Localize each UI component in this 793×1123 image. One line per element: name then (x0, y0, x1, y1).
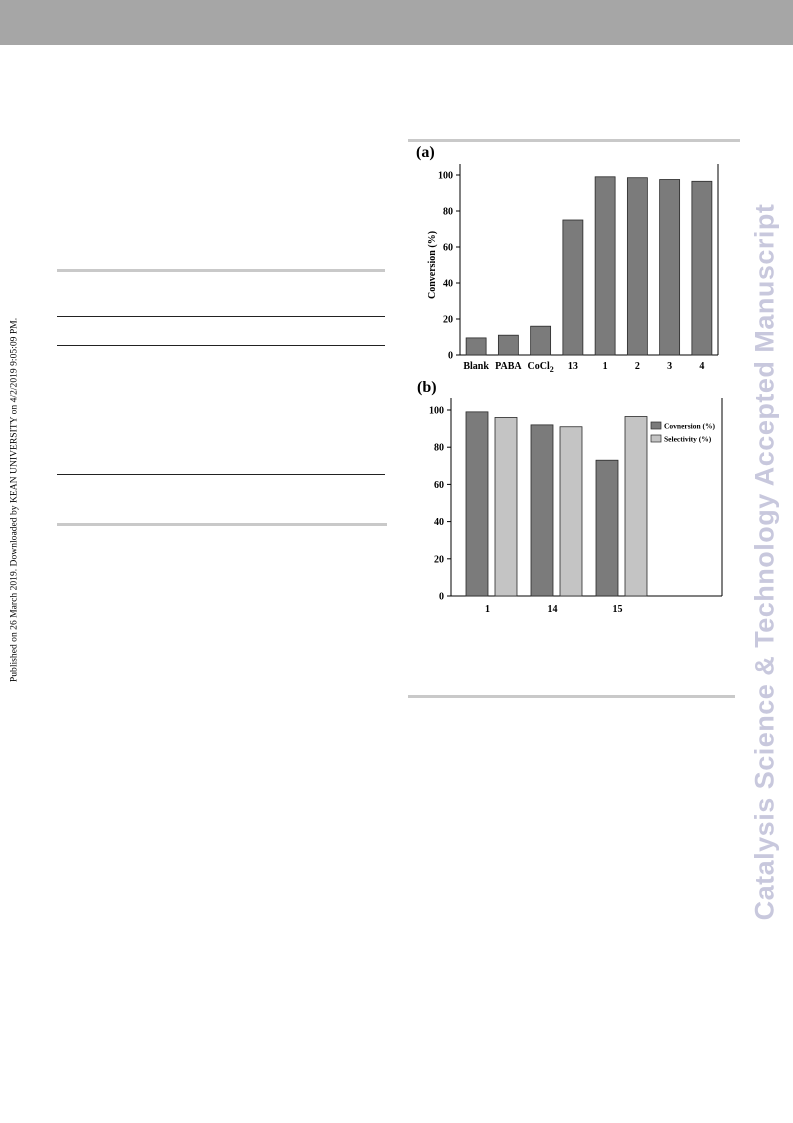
chart-a-y-tick-label-40: 40 (443, 279, 453, 290)
chart-a: (a) Conversion (%) 0 20 40 60 80 100 Blank PAB… (416, 144, 719, 374)
chart-b-y-tick-label-60: 60 (434, 480, 444, 491)
chart-b-y-tick-label-100: 100 (429, 406, 444, 417)
chart-a-bar-13 (562, 219, 584, 356)
table-body-rule-bottom (57, 474, 385, 475)
chart-a-bars (465, 176, 713, 356)
table-header-rule-bottom (57, 345, 385, 346)
table-top-rule (57, 269, 385, 272)
chart-b-x-labels: 1 14 15 (485, 604, 623, 615)
chart-a-x-label-paba: PABA (495, 361, 522, 372)
chart-a-bar-1 (594, 176, 616, 356)
chart-a-x-label-13: 13 (568, 361, 578, 372)
chart-b-bars (465, 411, 648, 597)
chart-a-bar-cocl2 (530, 325, 552, 356)
chart-b-legend-label-1: Selectivity (%) (664, 435, 712, 444)
chart-a-bar-blank (465, 337, 487, 356)
chart-a-bar-3 (659, 179, 681, 356)
chart-a-y-tick-label-20: 20 (443, 315, 453, 326)
chart-a-y-axis-label: Conversion (%) (427, 231, 438, 299)
chart-b-legend-swatch-1 (650, 434, 662, 443)
chart-a-y-tick-label-60: 60 (443, 243, 453, 254)
panel-a-label: (a) (416, 144, 435, 161)
panel-b-label: (b) (417, 379, 437, 396)
chart-b-y-axis: 0 20 40 60 80 100 (429, 406, 451, 603)
chart-b-x-label-15: 15 (613, 604, 623, 615)
chart-b-bar-selectivity-15 (624, 416, 648, 597)
figure-top-rule (408, 139, 740, 142)
chart-a-bar-4 (691, 180, 713, 356)
table-bottom-rule (57, 523, 387, 526)
chart-b-y-tick-label-20: 20 (434, 554, 444, 565)
chart-a-y-axis: 0 20 40 60 80 100 (438, 171, 460, 362)
chart-b-legend-swatch-0 (650, 421, 662, 430)
chart-a-x-labels: Blank PABA CoCl2 13 1 2 3 4 (463, 361, 704, 374)
chart-b-legend: Covnersion (%) Selectivity (%) (650, 421, 716, 444)
chart-b-bar-selectivity-14 (559, 426, 583, 597)
chart-b-bar-conversion-14 (530, 424, 554, 597)
chart-a-y-tick-label-0: 0 (448, 351, 453, 362)
chart-b-y-tick-label-0: 0 (439, 592, 444, 603)
chart-b-x-label-1: 1 (485, 604, 490, 615)
chart-b: (b) 0 20 40 60 80 100 1 14 15 Covnersion (%) Sel… (417, 379, 723, 615)
chart-b-x-label-14: 14 (548, 604, 558, 615)
chart-b-y-tick-label-40: 40 (434, 517, 444, 528)
chart-b-legend-label-0: Covnersion (%) (664, 422, 716, 431)
chart-b-bar-selectivity-1 (494, 417, 518, 597)
chart-a-x-label-1: 1 (603, 361, 608, 372)
chart-a-x-label-2: 2 (635, 361, 640, 372)
chart-a-y-tick-label-80: 80 (443, 207, 453, 218)
chart-b-y-tick-label-80: 80 (434, 443, 444, 454)
chart-a-x-label-4: 4 (699, 361, 704, 372)
chart-a-bar-2 (626, 177, 648, 356)
header-bar (0, 0, 793, 45)
chart-b-bar-conversion-1 (465, 411, 489, 597)
chart-a-x-label-cocl2: CoCl2 (528, 361, 554, 374)
chart-b-bar-conversion-15 (595, 459, 619, 597)
chart-a-bar-paba (497, 334, 519, 356)
chart-a-x-label-blank: Blank (463, 361, 489, 372)
table-header-rule-top (57, 316, 385, 317)
chart-a-y-tick-label-100: 100 (438, 171, 453, 182)
figure-bottom-rule (408, 695, 735, 698)
chart-a-x-label-3: 3 (667, 361, 672, 372)
